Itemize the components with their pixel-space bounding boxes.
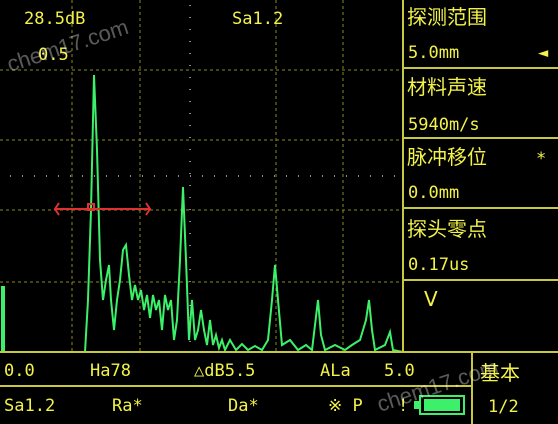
step: 0.5 (38, 45, 69, 65)
menu-label: 材料声速 (407, 75, 487, 99)
menu-value: 0.0mm (408, 183, 459, 203)
gate-reading: Sa1.2 (232, 9, 283, 29)
status: △dB5.5 (194, 361, 255, 381)
menu-value: 0.17us (408, 255, 469, 275)
status: Sa1.2 (4, 396, 55, 416)
menu-value: 5.0mm (408, 43, 459, 63)
menu-label: 脉冲移位 (407, 145, 487, 169)
status: 5.0 (384, 361, 415, 381)
status: Da* (228, 396, 259, 416)
status: Ra* (112, 396, 143, 416)
status: ALa (320, 361, 351, 381)
menu-label: V (424, 287, 438, 311)
menu-mark: * (536, 149, 546, 169)
menu-value: 5940m/s (408, 115, 480, 135)
status: 0.0 (4, 361, 35, 381)
status: ※ P (328, 396, 363, 416)
mode: 基本 (480, 361, 520, 385)
menu-mark: ◄ (538, 43, 549, 63)
status: Ha78 (90, 361, 131, 381)
gain: 28.5dB (24, 9, 85, 29)
a-scan-waveform (1, 74, 404, 353)
page: 1/2 (488, 397, 519, 417)
battery (414, 395, 465, 415)
gate (53, 202, 152, 216)
status: ! (398, 396, 408, 416)
menu-label: 探头零点 (407, 217, 487, 241)
menu-label: 探测范围 (407, 5, 487, 29)
